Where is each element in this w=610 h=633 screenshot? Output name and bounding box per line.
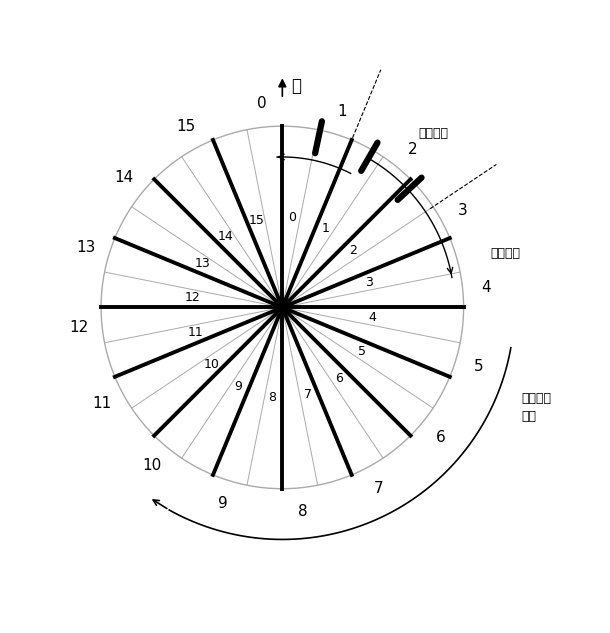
Text: 天线旋转
方向: 天线旋转 方向 xyxy=(522,392,551,423)
Text: 14: 14 xyxy=(115,170,134,185)
Text: 13: 13 xyxy=(195,257,211,270)
Text: 7: 7 xyxy=(374,480,384,496)
Text: 14: 14 xyxy=(218,230,234,243)
Text: 12: 12 xyxy=(184,291,200,304)
Text: 11: 11 xyxy=(92,396,112,411)
Text: 3: 3 xyxy=(365,275,373,289)
Text: 1: 1 xyxy=(322,222,330,234)
Text: 15: 15 xyxy=(249,214,265,227)
Text: 航迹扇区: 航迹扇区 xyxy=(491,247,521,260)
Text: 6: 6 xyxy=(335,372,343,385)
Text: 12: 12 xyxy=(69,320,88,335)
Text: 0: 0 xyxy=(289,211,296,224)
Text: 1: 1 xyxy=(337,104,346,119)
Text: 3: 3 xyxy=(458,203,468,218)
Text: 4: 4 xyxy=(481,280,491,295)
Text: 北: 北 xyxy=(292,77,301,96)
Text: 10: 10 xyxy=(204,358,220,370)
Text: 15: 15 xyxy=(176,119,195,134)
Text: 2: 2 xyxy=(349,244,357,257)
Text: 8: 8 xyxy=(268,391,276,404)
Text: 13: 13 xyxy=(77,241,96,256)
Text: 7: 7 xyxy=(304,388,312,401)
Text: 5: 5 xyxy=(357,344,366,358)
Text: 0: 0 xyxy=(257,96,267,111)
Text: 6: 6 xyxy=(436,430,445,445)
Text: 11: 11 xyxy=(187,326,203,339)
Text: 点迹扇区: 点迹扇区 xyxy=(418,127,448,140)
Text: 8: 8 xyxy=(298,504,307,519)
Text: 9: 9 xyxy=(235,380,243,393)
Text: 9: 9 xyxy=(218,496,228,511)
Text: 5: 5 xyxy=(473,360,483,374)
Text: 2: 2 xyxy=(407,142,417,156)
Text: 10: 10 xyxy=(143,458,162,473)
Text: 4: 4 xyxy=(368,311,376,324)
